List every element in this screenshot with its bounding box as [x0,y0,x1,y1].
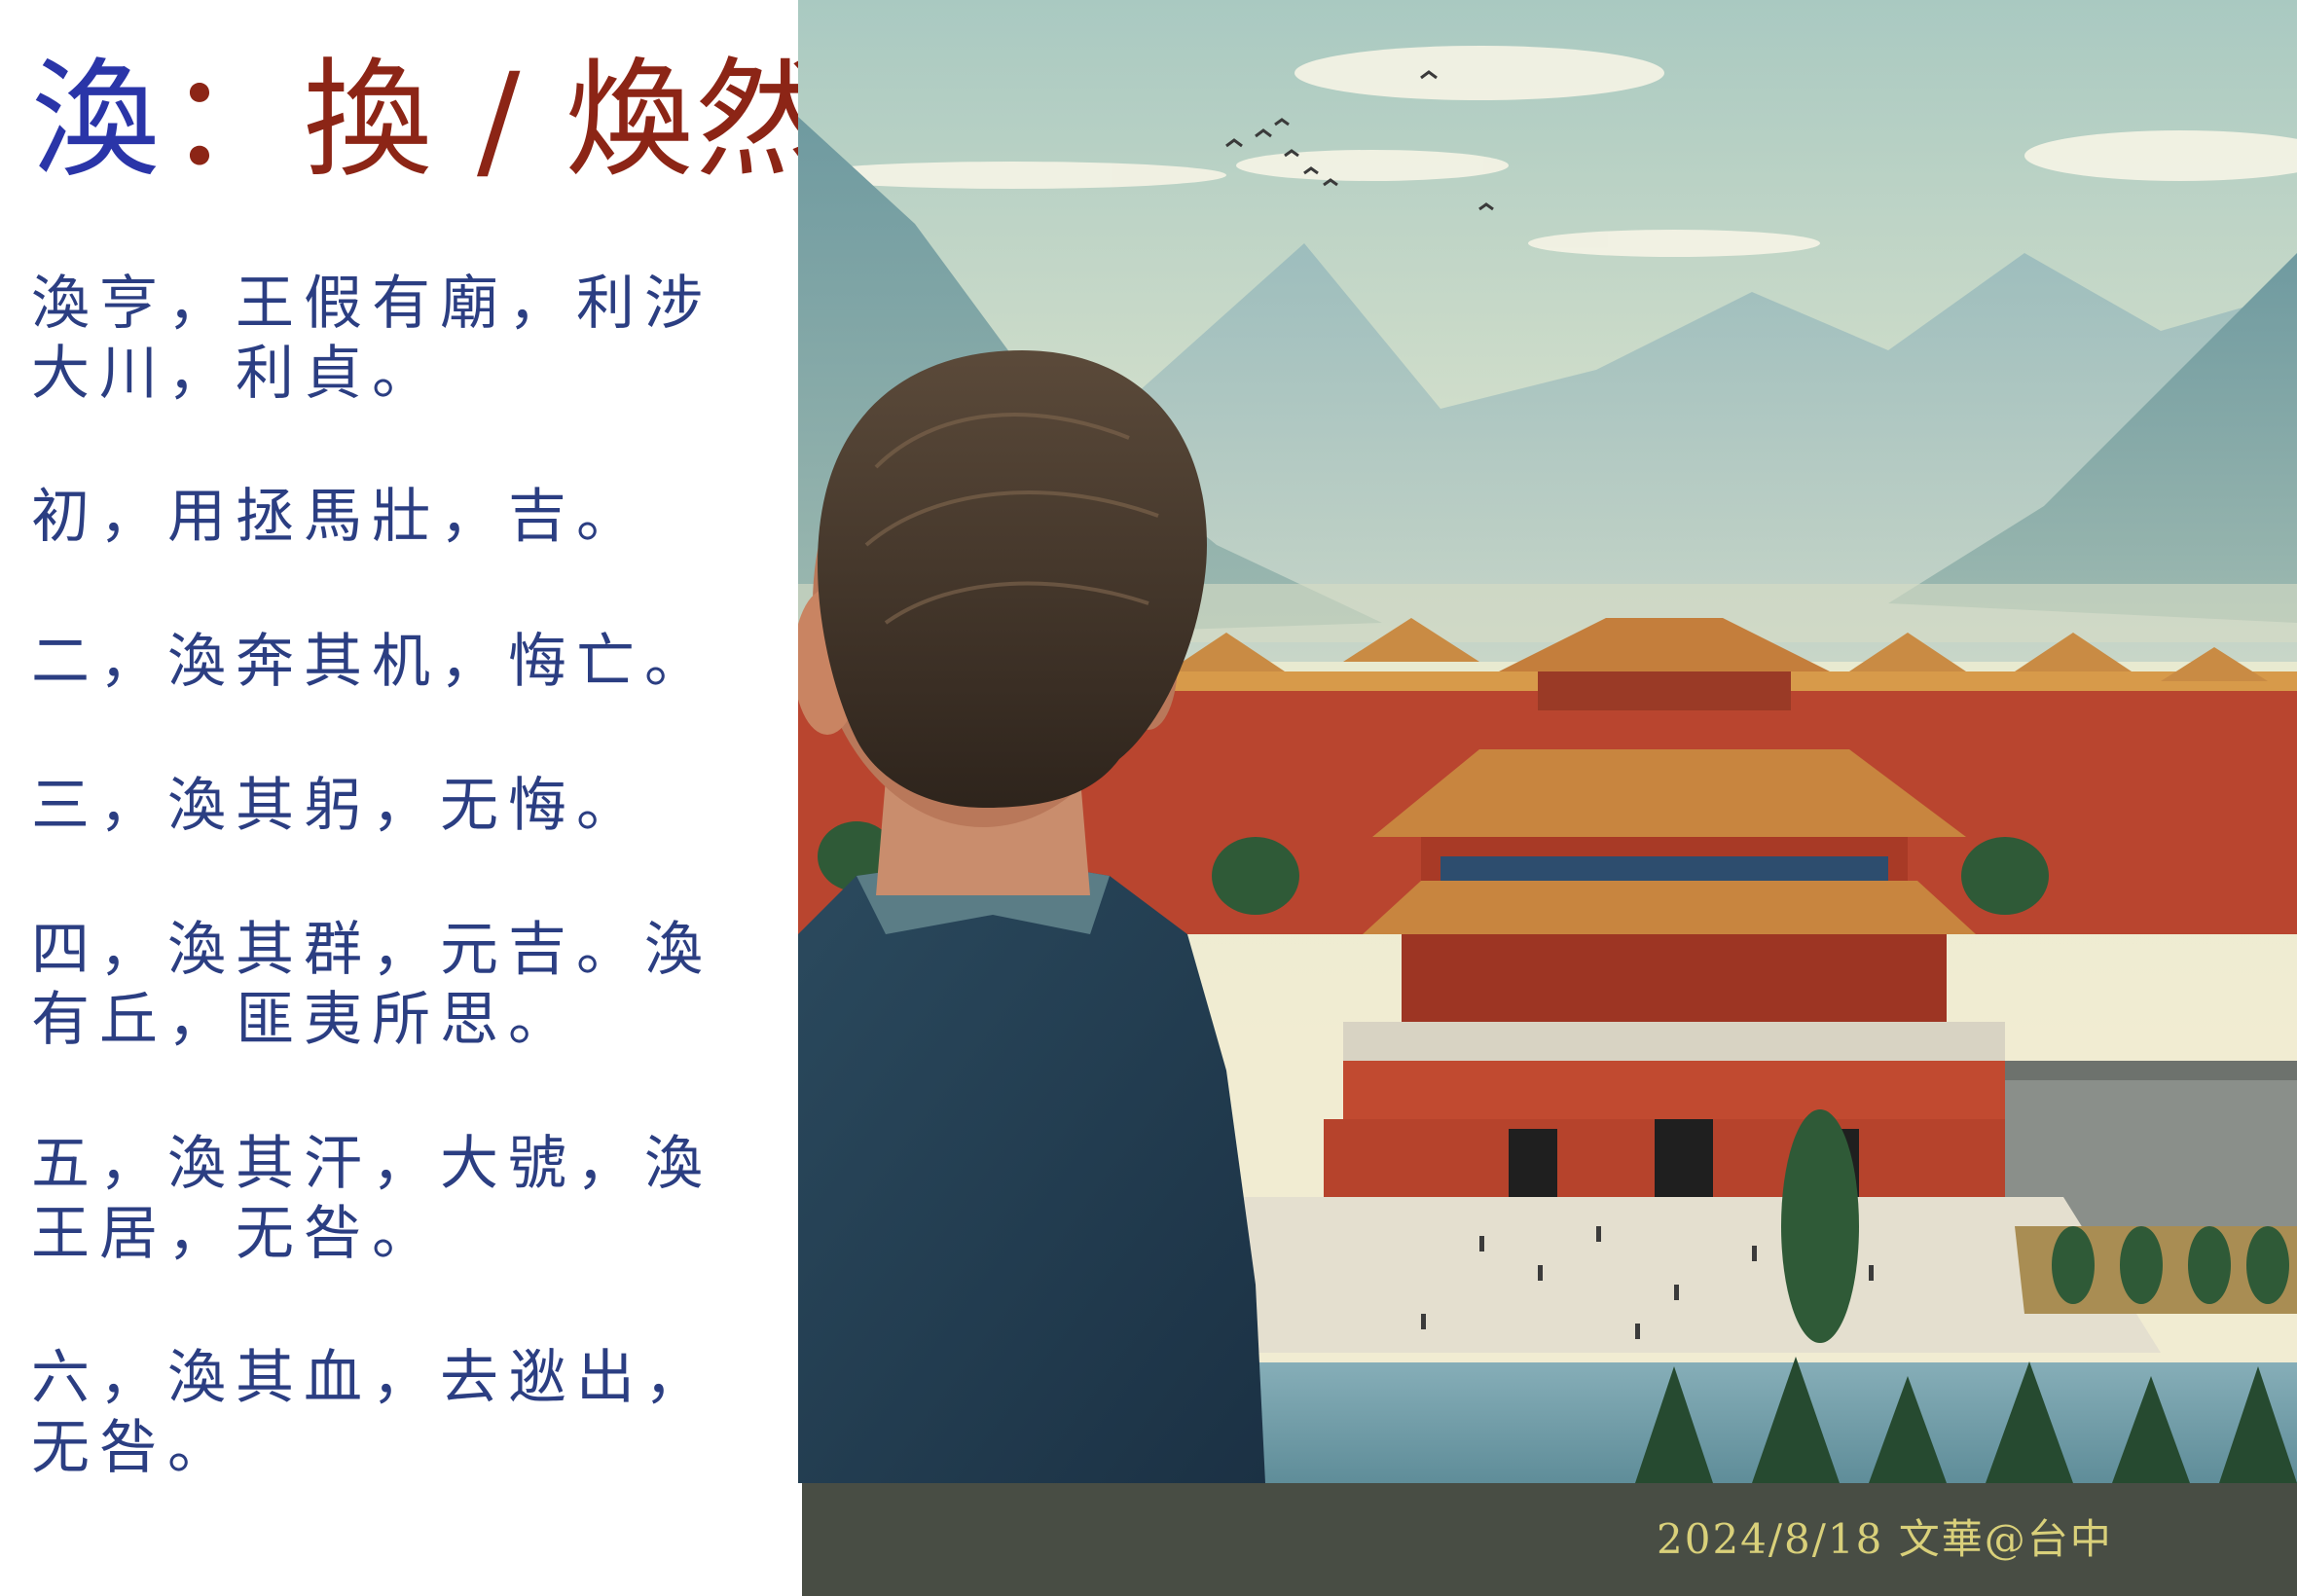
palace-scene-image [798,0,2297,1483]
verse-line: 三，渙其躬，无悔。 [31,772,644,840]
verse-line: 初，用拯馬壯，吉。 [31,483,644,551]
verse-line-1: 初，用拯馬壯，吉。 [31,482,771,552]
verse-line-6: 六，渙其血，去逖出， 无咎。 [31,1343,771,1483]
verse-line: 六，渙其血，去逖出， [31,1344,712,1412]
verse-line-5: 五，渙其汗，大號，渙 王居，无咎。 [31,1129,771,1269]
verse-line: 有丘，匪夷所思。 [31,986,576,1054]
title-alternate-readings: 換 / 煥然 [304,46,826,196]
verse-line: 王居，无咎。 [31,1200,440,1268]
page-title: 渙：換 / 煥然 [31,43,825,199]
verse-line: 无咎。 [31,1414,236,1482]
title-main-character: 渙 [31,46,162,196]
verse-line: 大川，利貞。 [31,340,440,408]
verse-line: 五，渙其汗，大號，渙 [31,1130,712,1198]
footer-bar: 2024/8/18 文華@台中 [802,1483,2297,1596]
verse-line: 四，渙其群，元吉。渙 [31,916,712,984]
footer-date-author: 2024/8/18 文華@台中 [1657,1515,2113,1563]
verse-line: 渙亨，王假有廟，利涉 [31,270,712,338]
verse-line: 二，渙奔其机，悔亡。 [31,628,712,696]
palace-illustration [798,0,2297,1483]
verse-line-4: 四，渙其群，元吉。渙 有丘，匪夷所思。 [31,915,771,1055]
title-separator: ： [167,46,298,196]
verse-line-3: 三，渙其躬，无悔。 [31,771,771,841]
verse-judgment: 渙亨，王假有廟，利涉 大川，利貞。 [31,269,771,409]
man-silhouette-icon [798,350,1265,1483]
verse-line-2: 二，渙奔其机，悔亡。 [31,627,771,697]
